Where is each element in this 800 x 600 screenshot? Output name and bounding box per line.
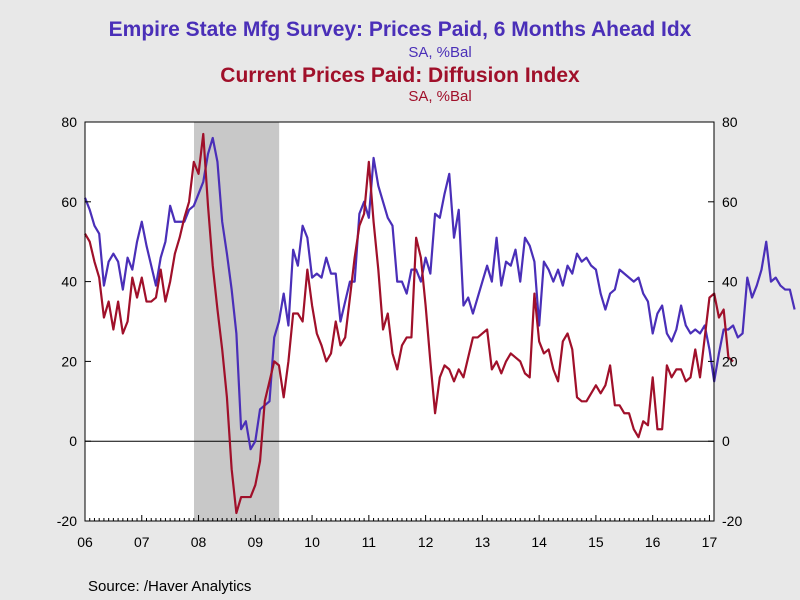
chart-subtitle: Current Prices Paid: Diffusion Index [220, 64, 580, 87]
series1-line [83, 136, 796, 451]
plot-area [85, 122, 714, 521]
x-tick-label: 09 [248, 534, 264, 550]
x-tick-label: 13 [475, 534, 491, 550]
y-tick-label-right: 0 [722, 433, 730, 449]
x-tick-label: 12 [418, 534, 434, 550]
series1-units: SA, %Bal [408, 44, 472, 61]
y-tick-label-right: 80 [722, 114, 738, 130]
plot-frame [84, 121, 715, 522]
series2-line [84, 132, 734, 515]
y-tick-label-right: -20 [722, 513, 742, 529]
x-tick-label: 06 [77, 534, 93, 550]
x-tick-label: 16 [645, 534, 661, 550]
x-tick-label: 14 [531, 534, 547, 550]
series2-units: SA, %Bal [408, 88, 472, 105]
y-tick-label-left: 0 [69, 433, 77, 449]
y-tick-label-left: -20 [57, 513, 77, 529]
chart-title: Empire State Mfg Survey: Prices Paid, 6 … [108, 18, 692, 41]
y-tick-label-right: 60 [722, 194, 738, 210]
y-tick-label-left: 60 [61, 194, 77, 210]
x-tick-label: 07 [134, 534, 150, 550]
x-tick-label: 10 [304, 534, 320, 550]
x-tick-label: 15 [588, 534, 604, 550]
x-tick-label: 17 [702, 534, 718, 550]
recession-band [193, 122, 280, 521]
y-tick-label-left: 20 [61, 353, 77, 369]
y-tick-label-right: 20 [722, 353, 738, 369]
source-note: Source: /Haver Analytics [88, 578, 252, 595]
y-tick-label-left: 40 [61, 274, 77, 290]
y-tick-label-left: 80 [61, 114, 77, 130]
y-tick-label-right: 40 [722, 274, 738, 290]
x-tick-label: 11 [362, 534, 377, 550]
x-tick-label: 08 [191, 534, 207, 550]
